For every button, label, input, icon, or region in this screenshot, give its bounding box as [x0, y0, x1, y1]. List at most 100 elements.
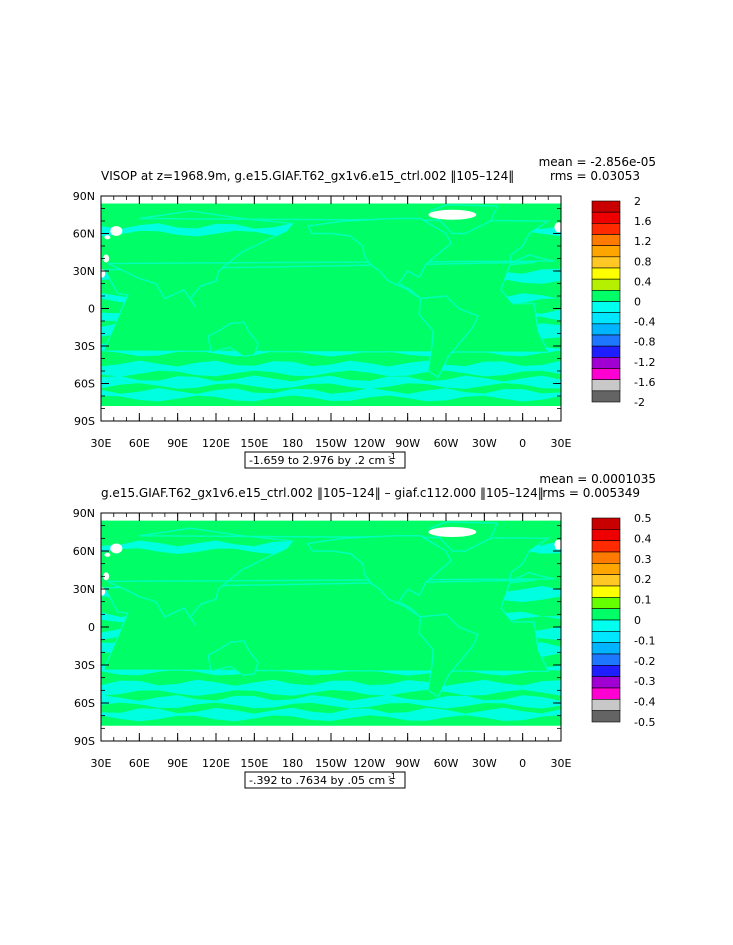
lon-tick-label: 30W	[472, 437, 497, 450]
mean-label: mean = -2.856e-05	[539, 155, 656, 169]
colorbar-swatch	[591, 665, 621, 677]
anomaly-band	[101, 695, 561, 709]
lon-tick-label: 0	[519, 757, 526, 770]
lon-tick-label: 60E	[129, 757, 150, 770]
missing-data-patch	[428, 209, 477, 220]
lon-tick-label: 120E	[202, 437, 230, 450]
lat-tick-label: 90N	[73, 507, 95, 520]
colorbar-swatch	[591, 608, 621, 621]
colorbar-label: -0.4	[634, 316, 655, 329]
land-region	[306, 217, 453, 300]
land-region	[207, 640, 260, 676]
range-box	[244, 451, 406, 469]
colorbar-label: -0.1	[634, 634, 655, 647]
rms-label: rms = 0.005349	[542, 486, 640, 500]
colorbar-label: -0.2	[634, 655, 655, 668]
colorbar-swatch	[591, 631, 621, 643]
lon-tick-label: 150E	[240, 757, 268, 770]
colorbar-swatch	[591, 345, 621, 358]
lat-tick-label: 30N	[73, 583, 95, 596]
lon-tick-label: 180	[282, 757, 303, 770]
lon-tick-label: 30E	[91, 437, 112, 450]
colorbar: 2 1.6 1.2 0.8 0.4 0 -0.4 -0.8 -1.2 -1.6 -2	[591, 195, 655, 409]
colorbar-swatch	[591, 585, 621, 598]
lon-tick-label: 180	[282, 437, 303, 450]
colorbar-swatch	[591, 256, 621, 269]
colorbar-swatch	[591, 390, 621, 403]
missing-data-patch	[104, 235, 111, 240]
colorbar-swatch	[591, 517, 621, 530]
colorbar-label: 1.2	[634, 235, 652, 248]
range-label: -1.659 to 2.976 by .2 cm s-1	[244, 451, 406, 469]
mean-label: mean = 0.0001035	[539, 472, 656, 486]
colorbar-swatch	[591, 710, 621, 723]
colorbar-swatch	[591, 540, 621, 553]
range-text: -1.659 to 2.976 by .2 cm s	[249, 454, 395, 467]
anomaly-band	[101, 360, 561, 377]
anomaly-band	[101, 707, 561, 722]
colorbar-label: 0.8	[634, 255, 652, 268]
range-box	[244, 771, 406, 789]
colorbar-swatch	[591, 245, 621, 258]
colorbar-swatch	[591, 357, 621, 369]
lon-tick-label: 150E	[240, 437, 268, 450]
colorbar-swatch	[591, 234, 621, 246]
colorbar-label: 0.4	[634, 532, 652, 545]
missing-data-patch	[554, 222, 561, 233]
colorbar-swatch	[591, 290, 621, 302]
missing-data-patch	[110, 226, 123, 236]
colorbar-label: -0.4	[634, 696, 655, 709]
colorbar-swatch	[591, 574, 621, 587]
colorbar-label: 0.5	[634, 512, 652, 525]
map-field	[101, 196, 561, 421]
lat-tick-label: 90S	[74, 415, 95, 428]
lon-tick-label: 90W	[395, 437, 420, 450]
colorbar-label: -0.3	[634, 675, 655, 688]
lon-tick-label: 90E	[167, 757, 188, 770]
lon-tick-label: 90W	[395, 757, 420, 770]
range-label: -.392 to .7634 by .05 cm s-1	[244, 771, 406, 789]
missing-data-patch	[554, 539, 561, 550]
colorbar-swatch	[591, 551, 621, 564]
lon-tick-label: 150W	[315, 757, 347, 770]
colorbar-swatch	[591, 223, 621, 235]
colorbar-swatch	[591, 653, 621, 666]
lat-tick-label: 60N	[73, 545, 95, 558]
lon-tick-label: 0	[519, 437, 526, 450]
lat-tick-label: 0	[88, 621, 95, 634]
missing-data-patch	[428, 527, 477, 537]
lat-tick-label: 60S	[74, 697, 95, 710]
land-region	[418, 613, 479, 698]
colorbar-label: 0	[634, 614, 641, 627]
lon-tick-label: 150W	[315, 437, 347, 450]
colorbar-swatch	[591, 368, 621, 380]
chart-title: VISOP at z=1968.9m, g.e15.GIAF.T62_gx1v6…	[101, 169, 514, 183]
lat-tick-label: 60N	[73, 228, 95, 241]
colorbar-label: -0.5	[634, 716, 655, 729]
colorbar-swatch	[591, 200, 621, 213]
missing-data-patch	[110, 543, 123, 554]
lon-tick-label: 30E	[551, 757, 572, 770]
land-region	[418, 295, 479, 379]
colorbar-label: 0.3	[634, 553, 652, 566]
colorbar-label: 0.2	[634, 573, 652, 586]
colorbar: 0.5 0.4 0.3 0.2 0.1 0 -0.1 -0.2 -0.3 -0.4 -0.5	[591, 512, 655, 729]
colorbar-swatch	[591, 334, 621, 347]
colorbar-label: 0	[634, 296, 641, 309]
lon-tick-label: 60E	[129, 437, 150, 450]
colorbar-swatch	[591, 278, 621, 291]
colorbar-label: 1.6	[634, 215, 652, 228]
colorbar-swatch	[591, 312, 621, 325]
anomaly-band	[101, 388, 561, 402]
colorbar-swatch	[591, 699, 621, 711]
map-field	[101, 513, 561, 741]
colorbar-swatch	[591, 211, 621, 224]
lat-tick-label: 0	[88, 303, 95, 316]
colorbar-label: -1.6	[634, 376, 655, 389]
missing-data-patch	[103, 572, 110, 581]
land-region	[207, 321, 260, 357]
colorbar-label: 0.1	[634, 594, 652, 607]
lon-tick-label: 60W	[434, 757, 459, 770]
lat-tick-label: 30S	[74, 659, 95, 672]
